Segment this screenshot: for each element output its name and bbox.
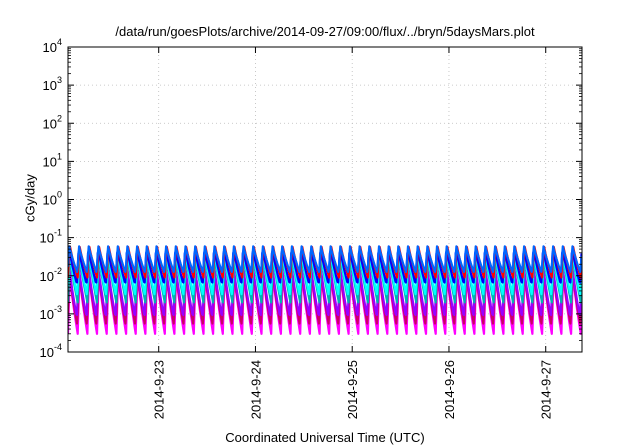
y-tick-exponent: 1 [57, 151, 62, 161]
y-tick-exponent: -1 [54, 228, 62, 238]
y-tick-base: 10 [40, 307, 54, 322]
y-tick-base: 10 [43, 78, 57, 93]
y-tick-label: 101 [43, 151, 62, 169]
y-tick-label: 10-4 [40, 342, 62, 360]
y-tick-label: 10-2 [40, 266, 62, 284]
y-tick-base: 10 [40, 231, 54, 246]
x-tick-label: 2014-9-23 [152, 360, 167, 419]
ticks: 10-410-310-210-11001011021031042014-9-23… [40, 37, 582, 419]
y-tick-exponent: 4 [57, 37, 62, 47]
y-tick-label: 10-3 [40, 304, 62, 322]
y-tick-exponent: 2 [57, 113, 62, 123]
y-tick-base: 10 [43, 154, 57, 169]
y-tick-exponent: 3 [57, 75, 62, 85]
x-tick-label: 2014-9-27 [539, 360, 554, 419]
y-tick-base: 10 [43, 193, 57, 208]
y-tick-label: 100 [43, 190, 62, 208]
y-tick-label: 10-1 [40, 228, 62, 246]
y-tick-base: 10 [40, 345, 54, 360]
x-tick-label: 2014-9-25 [345, 360, 360, 419]
x-tick-label: 2014-9-26 [442, 360, 457, 419]
series-group [68, 245, 582, 335]
y-tick-base: 10 [43, 40, 57, 55]
x-tick-label: 2014-9-24 [248, 360, 263, 419]
y-tick-base: 10 [40, 269, 54, 284]
series-line [68, 245, 582, 273]
y-tick-exponent: -3 [54, 304, 62, 314]
x-axis-label: Coordinated Universal Time (UTC) [225, 430, 425, 445]
y-tick-exponent: -4 [54, 342, 62, 352]
y-tick-exponent: 0 [57, 190, 62, 200]
chart-title: /data/run/goesPlots/archive/2014-09-27/0… [115, 24, 535, 39]
y-tick-label: 103 [43, 75, 62, 93]
y-tick-exponent: -2 [54, 266, 62, 276]
y-tick-base: 10 [43, 116, 57, 131]
y-tick-label: 102 [43, 113, 62, 131]
series-line [68, 267, 582, 317]
y-tick-label: 104 [43, 37, 62, 55]
